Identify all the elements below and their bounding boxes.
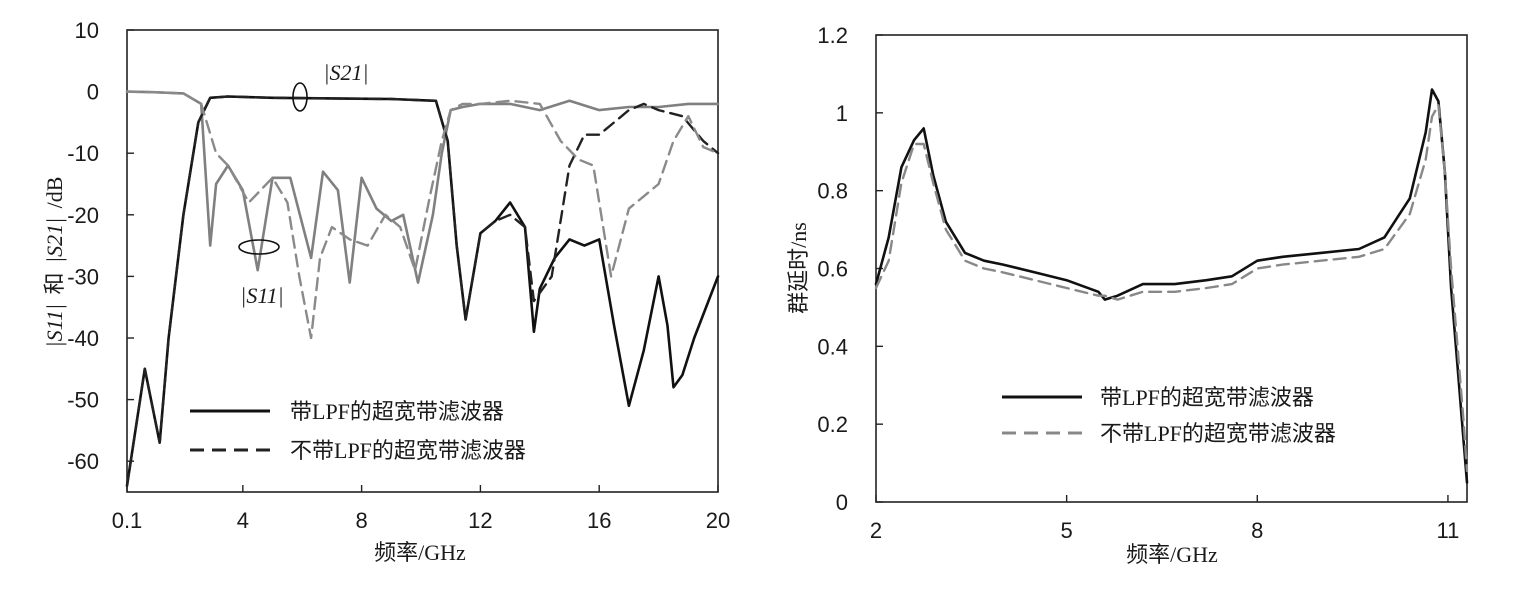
chart-right-x-axis-label: 频率/GHz: [1126, 542, 1218, 567]
chart-left-y-tick-label: 10: [75, 18, 99, 43]
annotation-s21-ellipse: [292, 82, 308, 112]
chart-right-y-tick-label: 0.4: [817, 334, 848, 359]
chart-left-x-axis-label: 频率/GHz: [374, 540, 466, 565]
chart-right-legend: 带LPF的超宽带滤波器 不带LPF的超宽带滤波器: [1002, 385, 1336, 446]
chart-right-series-dashed-line: [874, 103, 1469, 473]
chart-left-series-s21-dashed-line: [125, 95, 720, 487]
annotation-s11-ellipse: [238, 239, 280, 255]
annotation-s11-label: |S11|: [240, 283, 283, 308]
chart-left-plot-frame: [126, 29, 719, 493]
legend-left-dashed-label: 不带LPF的超宽带滤波器: [290, 438, 526, 463]
chart-right-y-tick-label: 0: [836, 490, 848, 515]
chart-left-x-tick-label: 4: [237, 508, 249, 533]
chart-right: 2 5 8 11 1.2 1 0.8 0.6 0.4 0.2 0 群延时/ns 频率/GHz 带LP…: [786, 23, 1469, 567]
chart-left-y-tick-label: -60: [67, 449, 99, 474]
chart-left-series: [125, 90, 720, 488]
chart-left-y-label-s11: |S11|: [42, 304, 67, 347]
chart-left-series-s11-solid-line: [125, 90, 720, 284]
chart-left-series-s21-solid-line: [125, 95, 720, 488]
chart-left-series-s11-dashed-line: [125, 90, 720, 340]
chart-left-legend: 带LPF的超宽带滤波器 不带LPF的超宽带滤波器: [190, 399, 526, 463]
chart-left-x-tick-label: 0.1: [112, 508, 143, 533]
chart-left-y-tick-label: -30: [67, 264, 99, 289]
chart-right-series-solid-line: [874, 88, 1469, 484]
chart-right-x-tick-label: 8: [1251, 518, 1263, 543]
chart-right-y-tick-label: 1.2: [817, 23, 848, 48]
chart-left-y-label-and: 和: [42, 272, 67, 294]
chart-left-y-tick-label: -50: [67, 388, 99, 413]
chart-left-y-label-s21: |S21|: [42, 218, 67, 263]
legend-right-solid-label: 带LPF的超宽带滤波器: [1100, 385, 1314, 410]
chart-left-x-tick-label: 20: [706, 508, 730, 533]
chart-right-y-tick-label: 0.2: [817, 412, 848, 437]
chart-right-x-tick-label: 5: [1061, 518, 1073, 543]
chart-right-x-tick-label: 11: [1437, 518, 1460, 543]
chart-right-y-axis-label: 群延时/ns: [786, 222, 811, 314]
chart-right-ticks: 2 5 8 11 1.2 1 0.8 0.6 0.4 0.2 0: [817, 23, 1459, 543]
chart-right-y-tick-label: 1: [836, 101, 848, 126]
chart-right-series: [874, 88, 1469, 484]
chart-left-y-axis-label: |S11| 和 |S21| /dB: [42, 177, 67, 348]
chart-left-y-tick-label: -10: [67, 141, 99, 166]
chart-left-y-tick-label: 0: [87, 80, 99, 105]
chart-left-y-label-unit: /dB: [42, 177, 67, 209]
chart-left-ticks: 0.1 4 8 12 16 20 10 0 -10 -20 -30 -40 -50 -60: [67, 18, 730, 533]
chart-right-x-tick-label: 2: [870, 518, 882, 543]
chart-left: 0.1 4 8 12 16 20 10 0 -10 -20 -30 -40 -50 -60 |S11| 和…: [42, 18, 730, 565]
chart-left-y-tick-label: -40: [67, 326, 99, 351]
legend-right-dashed-label: 不带LPF的超宽带滤波器: [1100, 421, 1336, 446]
chart-right-y-tick-label: 0.6: [817, 257, 848, 282]
legend-left-solid-label: 带LPF的超宽带滤波器: [290, 399, 504, 424]
chart-left-y-tick-label: -20: [67, 203, 99, 228]
chart-left-x-tick-label: 8: [355, 508, 367, 533]
chart-left-x-tick-label: 16: [587, 508, 611, 533]
annotation-s21-label: |S21|: [323, 60, 368, 85]
chart-left-x-tick-label: 12: [468, 508, 492, 533]
chart-right-y-tick-label: 0.8: [817, 179, 848, 204]
